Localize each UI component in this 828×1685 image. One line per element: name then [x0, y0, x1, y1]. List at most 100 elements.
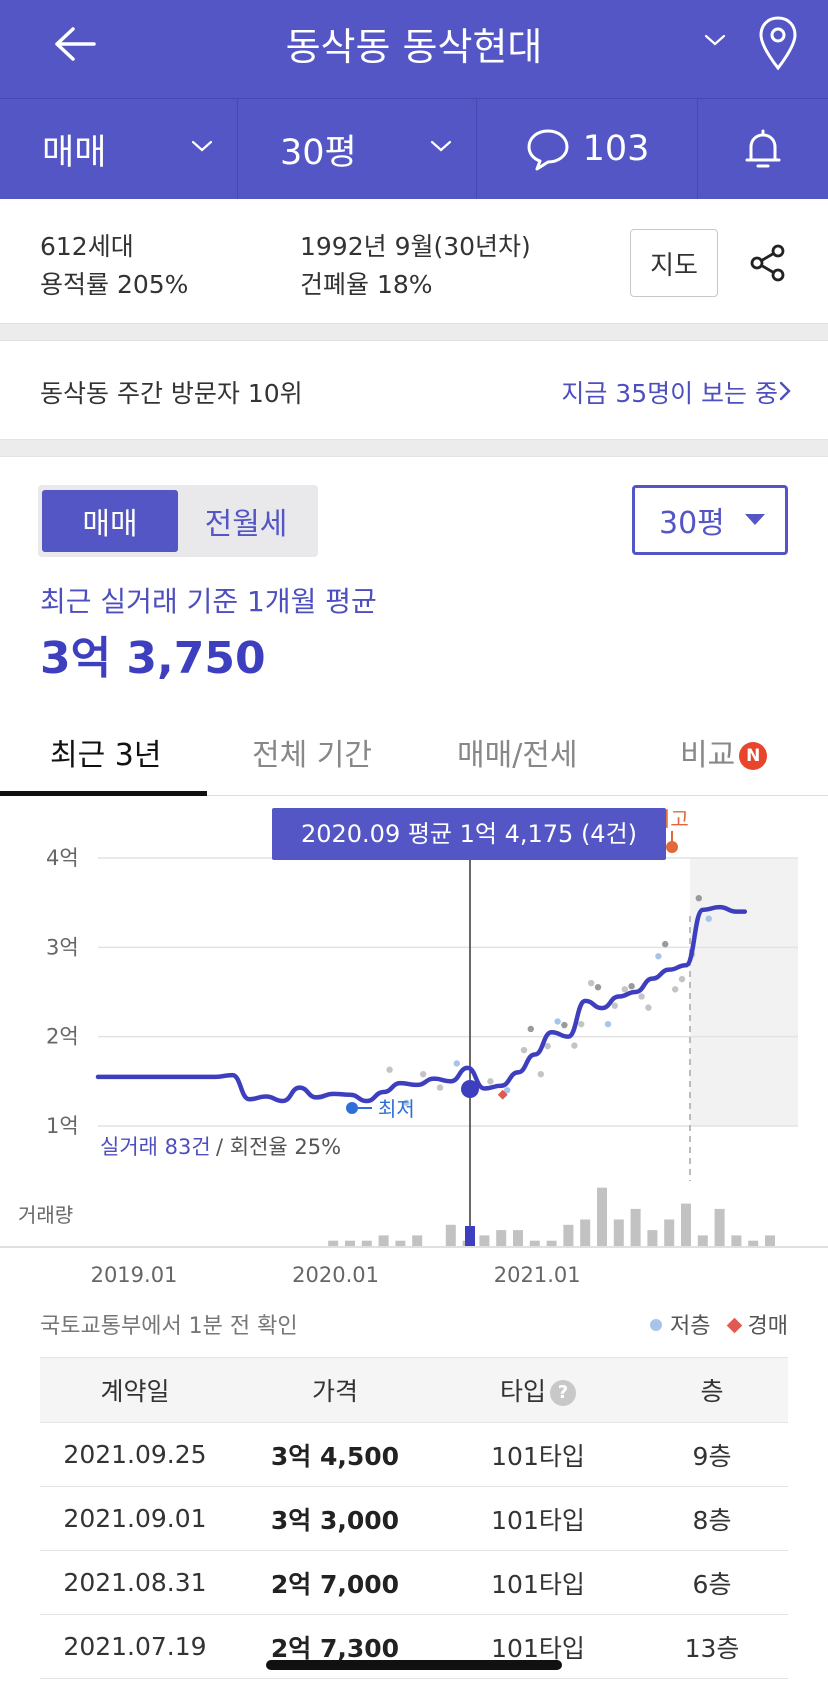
- avg-price-value: 3억 3,750: [40, 633, 266, 684]
- trade-segment-control: 매매 전월세: [38, 485, 318, 557]
- cell-date: 2021.08.31: [63, 1568, 207, 1597]
- volume-bars: [328, 1187, 775, 1246]
- deal-point: [544, 1042, 551, 1050]
- deal-point: [604, 1020, 612, 1028]
- deal-point: [578, 1020, 585, 1028]
- section-divider: [0, 323, 828, 341]
- segment-buy[interactable]: 매매: [42, 490, 178, 552]
- x-tick-label: 2020.01: [292, 1263, 379, 1287]
- cell-type: 101타입: [491, 1505, 585, 1535]
- deal-point: [571, 1042, 578, 1049]
- deal-point: [537, 1070, 544, 1078]
- volume-bar: [412, 1235, 423, 1246]
- deal-point: [487, 1078, 494, 1085]
- volume-bar: [681, 1203, 691, 1246]
- map-button[interactable]: 지도: [630, 229, 718, 297]
- avg-price-label: 최근 실거래 기준 1개월 평균: [40, 585, 377, 618]
- min-marker: [346, 1102, 358, 1114]
- chevron-down-icon: [430, 140, 452, 152]
- size-dropdown[interactable]: 30평: [238, 99, 477, 199]
- cell-date: 2021.09.25: [63, 1440, 207, 1469]
- active-tab-indicator: [0, 791, 207, 796]
- page-title[interactable]: 동삭동 동삭현대: [285, 25, 543, 69]
- build-date: 1992년 9월(30년차): [300, 232, 531, 261]
- x-tick-label: 2021.01: [494, 1263, 581, 1287]
- size-select[interactable]: 30평: [632, 485, 788, 555]
- y-tick-label: 1억: [46, 1114, 79, 1138]
- visitor-banner[interactable]: 동삭동 주간 방문자 10위 지금 35명이 보는 중: [0, 341, 828, 439]
- comment-count: 103: [582, 129, 650, 169]
- deal-point: [611, 1002, 618, 1009]
- comments-button[interactable]: 103: [477, 99, 698, 199]
- building-coverage: 건폐율 18%: [300, 270, 433, 299]
- trade-type-dropdown[interactable]: 매매: [0, 99, 238, 199]
- deal-point: [527, 1025, 534, 1033]
- cell-type: 101타입: [491, 1569, 585, 1599]
- home-indicator: [266, 1660, 562, 1670]
- header-date: 계약일: [100, 1377, 170, 1406]
- table-row[interactable]: 2021.08.31 2억 7,000 101타입 6층: [40, 1551, 788, 1615]
- deal-point: [403, 1099, 410, 1106]
- volume-bar: [597, 1187, 607, 1246]
- volume-bar: [496, 1230, 507, 1246]
- back-button[interactable]: [42, 14, 108, 74]
- households: 612세대: [40, 232, 134, 261]
- app-header: 동삭동 동삭현대 매매 30평 103: [0, 0, 828, 199]
- tab-all-period[interactable]: 전체 기간: [252, 738, 372, 773]
- segment-rent[interactable]: 전월세: [204, 507, 288, 542]
- chart-legend: 저층 경매: [650, 1308, 788, 1340]
- x-tick-label: 2019.01: [91, 1263, 178, 1287]
- volume-bar: [345, 1240, 355, 1246]
- deal-point: [561, 1021, 568, 1029]
- y-axis-labels: 4억 3억 2억 1억: [46, 846, 79, 1138]
- table-row[interactable]: 2021.09.01 3억 3,000 101타입 8층: [40, 1487, 788, 1551]
- header-top-row: 동삭동 동삭현대: [0, 0, 828, 99]
- volume-bar: [378, 1235, 389, 1246]
- cell-type: 101타입: [491, 1633, 585, 1663]
- tab-compare[interactable]: 비교 N: [680, 730, 768, 774]
- help-icon[interactable]: ?: [550, 1379, 576, 1406]
- volume-bar: [395, 1240, 406, 1246]
- deal-point: [504, 1087, 511, 1094]
- deal-point: [386, 1066, 393, 1073]
- legend-diamond-icon: [726, 1317, 742, 1334]
- deal-point: [420, 1070, 427, 1078]
- cell-date: 2021.07.19: [63, 1632, 207, 1661]
- table-header: 계약일 가격 타입? 층: [40, 1357, 788, 1423]
- floor-area-ratio: 용적률 205%: [40, 270, 189, 299]
- viewers-now-link[interactable]: 지금 35명이 보는 중: [561, 379, 778, 408]
- share-icon[interactable]: [748, 243, 788, 283]
- tooltip-box: [272, 808, 666, 860]
- location-pin-icon[interactable]: [752, 12, 804, 76]
- deal-point: [672, 986, 679, 993]
- volume-bar: [563, 1224, 574, 1246]
- alert-button[interactable]: [698, 99, 828, 199]
- y-tick-label: 2억: [46, 1025, 79, 1049]
- deal-point: [554, 1018, 561, 1025]
- table-row[interactable]: 2021.07.19 2억 7,300 101타입 13층: [40, 1615, 788, 1679]
- complex-info: 612세대 용적률 205% 1992년 9월(30년차) 건폐율 18% 지도: [0, 199, 828, 323]
- deal-scatter: [386, 895, 712, 1106]
- cell-price: 2억 7,300: [270, 1633, 400, 1663]
- section-divider: [0, 439, 828, 457]
- table-row[interactable]: 2021.09.25 3억 4,500 101타입 9층: [40, 1423, 788, 1487]
- volume-bar: [731, 1235, 742, 1246]
- chevron-down-icon[interactable]: [700, 28, 730, 52]
- caret-down-icon: [745, 514, 765, 525]
- deal-point: [588, 979, 595, 987]
- cell-price: 2억 7,000: [270, 1569, 400, 1599]
- trade-type-label: 매매: [42, 132, 107, 173]
- deal-point: [678, 975, 686, 983]
- header-filter-row: 매매 30평 103: [0, 99, 828, 199]
- future-area: [690, 858, 798, 1126]
- cell-floor: 6층: [692, 1569, 732, 1599]
- volume-bar-selected: [465, 1226, 475, 1246]
- cell-date: 2021.09.01: [63, 1504, 207, 1533]
- tab-recent-3y[interactable]: 최근 3년: [50, 738, 162, 773]
- tab-buy-jeonse[interactable]: 매매/전세: [457, 738, 578, 773]
- cell-price: 3억 4,500: [270, 1441, 400, 1471]
- deal-point: [594, 983, 602, 991]
- volume-bar: [748, 1240, 759, 1246]
- legend-low-floor: 저층: [650, 1308, 711, 1340]
